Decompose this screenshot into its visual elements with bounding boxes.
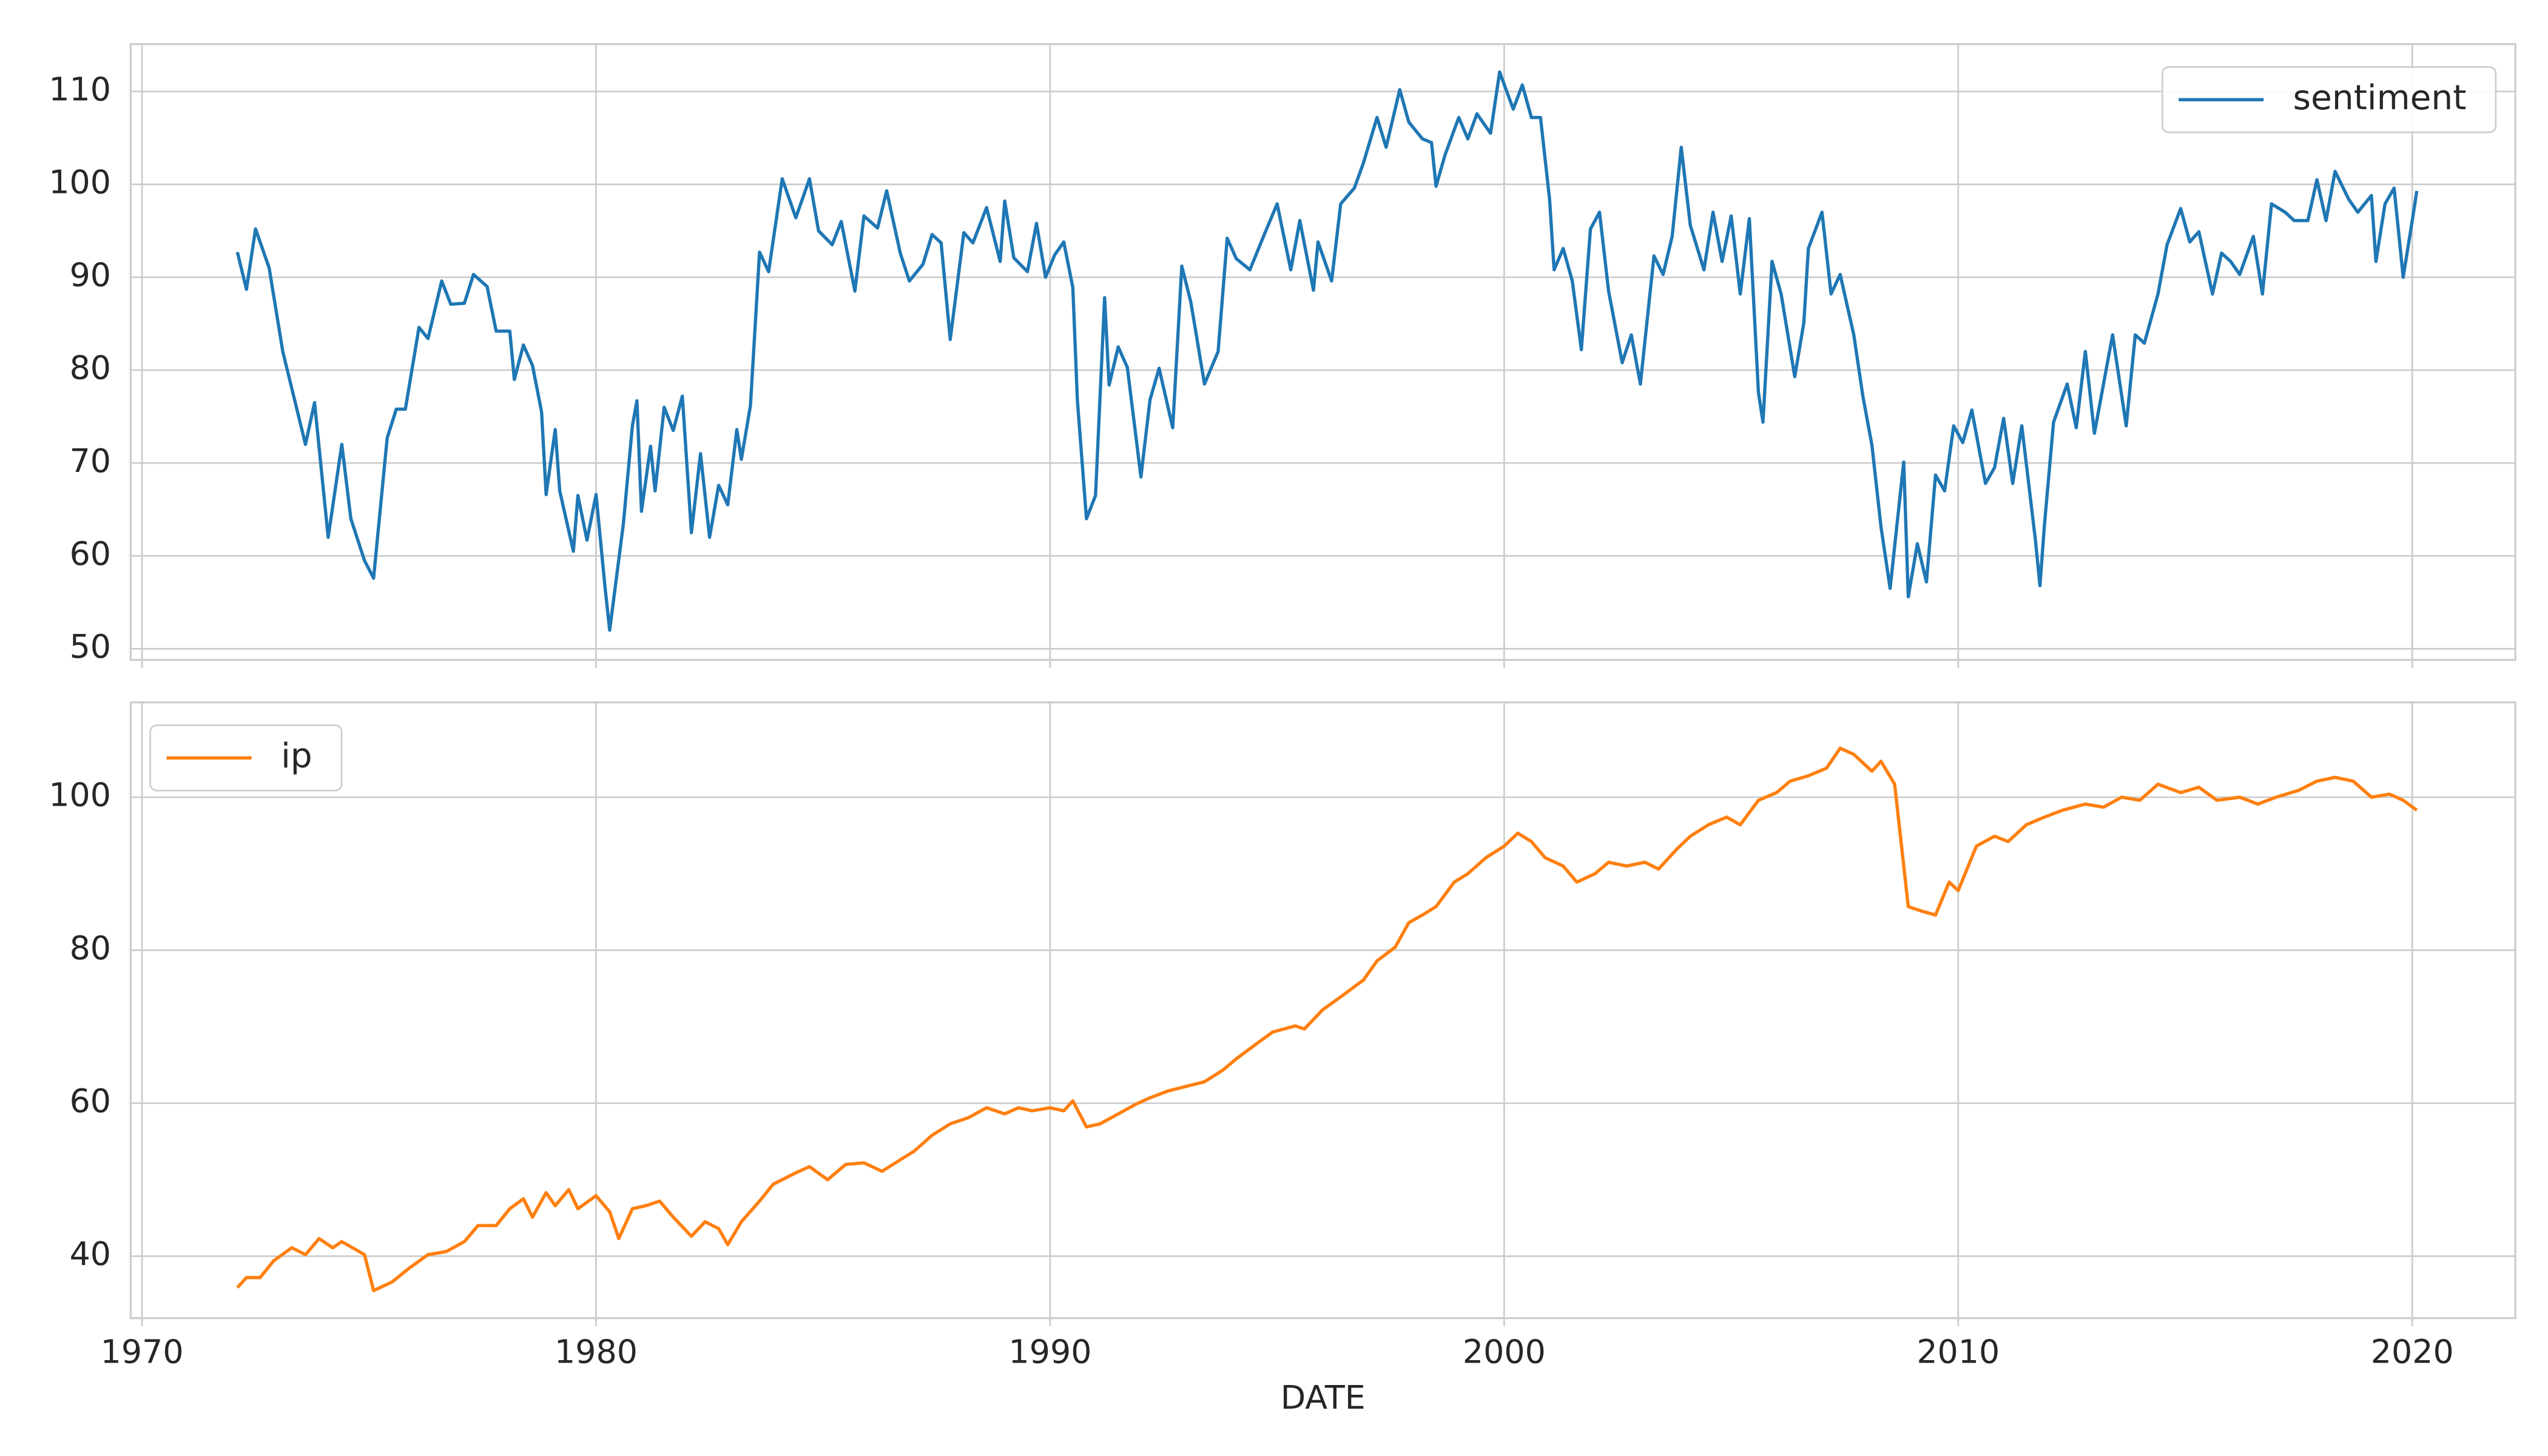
y-tick-label: 90	[70, 256, 111, 294]
y-tick-label: 60	[70, 534, 111, 573]
x-tick-label: 1990	[1008, 1333, 1091, 1371]
x-tick-label: 2020	[2371, 1333, 2454, 1371]
legend: sentiment	[2161, 66, 2497, 133]
y-tick-label: 110	[49, 70, 111, 108]
x-tick-label: 2010	[1916, 1333, 2000, 1371]
legend: ip	[149, 724, 343, 792]
y-tick-label: 60	[70, 1082, 111, 1120]
axes-frame	[129, 701, 2516, 1320]
y-tick-label: 50	[70, 627, 111, 666]
x-axis-label: DATE	[1281, 1378, 1366, 1417]
y-tick-label: 80	[70, 349, 111, 387]
line-series	[236, 746, 2418, 1293]
y-tick-label: 70	[70, 442, 111, 480]
legend-box	[2161, 66, 2497, 133]
legend-label: ip	[281, 736, 312, 776]
legend-label: sentiment	[2293, 78, 2467, 118]
y-tick-label: 40	[70, 1235, 111, 1273]
x-tick-label: 1970	[101, 1333, 184, 1371]
plot-area	[130, 44, 2516, 660]
line-series	[235, 70, 2419, 632]
y-tick-label: 100	[49, 776, 111, 814]
axes-frame	[129, 43, 2516, 661]
y-tick-label: 80	[70, 929, 111, 967]
y-tick-label: 100	[49, 163, 111, 201]
x-tick-label: 1980	[554, 1333, 638, 1371]
x-tick-label: 2000	[1463, 1333, 1546, 1371]
